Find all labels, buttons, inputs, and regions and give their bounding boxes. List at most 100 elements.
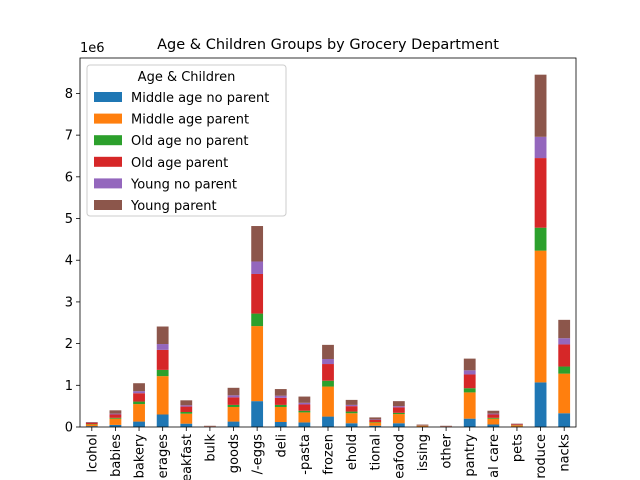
bar-segment-dairy-eggs-1 (251, 326, 264, 402)
x-tick-label: reakfast (180, 434, 195, 480)
bar-segment-canned goods-3 (227, 397, 240, 405)
x-tick-label: other (440, 433, 455, 468)
x-tick-label: babies (109, 434, 124, 477)
bar-segment-personal care-2 (487, 417, 500, 419)
bar-segment-canned goods-4 (227, 395, 240, 398)
bar-segment-household-4 (345, 404, 358, 407)
bar-segment-babies-3 (109, 414, 122, 418)
bar-segment-dry-pasta-2 (298, 410, 311, 413)
bar-segment-international-1 (369, 422, 382, 426)
legend-swatch-2 (94, 135, 122, 146)
bar-segment-seafood-1 (392, 414, 405, 424)
bar-segment-dairy-eggs-2 (251, 313, 264, 327)
bar-segment-produce-2 (534, 227, 547, 251)
y-tick-label: 3 (65, 295, 73, 310)
x-tick-label: erages (156, 434, 171, 479)
x-tick-label: ehold (345, 434, 360, 470)
bar-segment-alcohol-0 (85, 426, 98, 427)
bar-segment-frozen-2 (322, 380, 334, 387)
plot-frame (79, 57, 577, 428)
legend-label-2: Old age no parent (131, 134, 249, 149)
bar-segment-household-3 (345, 406, 358, 412)
x-tick-label: eafood (392, 434, 407, 479)
bar-segment-bakery-4 (133, 391, 145, 394)
bar-segment-breakfast-2 (180, 411, 193, 414)
legend-label-5: Young parent (130, 199, 217, 214)
plot-area: 0 1 2 3 4 5 6 7 8 lcohol babies bakery erages reakfa… (65, 57, 577, 480)
bar-segment-snacks-1 (558, 373, 571, 414)
bar-segment-deli-0 (274, 421, 287, 427)
bar-segment-bakery-0 (133, 421, 145, 427)
bar-segment-canned goods-1 (227, 406, 240, 422)
bar-segment-deli-1 (274, 406, 287, 422)
bar-segment-babies-1 (109, 418, 122, 425)
bar-segment-beverages-5 (156, 326, 169, 345)
bars-group (85, 74, 571, 427)
bar-segment-canned goods-5 (227, 387, 240, 396)
x-tick-label: bulk (203, 434, 218, 462)
bar-segment-alcohol-1 (85, 424, 98, 427)
bar-segment-frozen-0 (322, 416, 334, 427)
bar-segment-beverages-1 (156, 376, 169, 415)
bar-segment-seafood-4 (392, 406, 405, 408)
bar-segment-pets-5 (511, 423, 523, 425)
bar-segment-pantry-3 (463, 374, 476, 389)
bar-segment-frozen-1 (322, 386, 334, 417)
bar-segment-dairy-eggs-4 (251, 261, 264, 274)
legend-label-3: Old age parent (131, 156, 228, 171)
legend-swatch-4 (94, 178, 122, 189)
bar-segment-bakery-1 (133, 404, 145, 422)
bar-segment-produce-4 (534, 136, 547, 159)
bar-segment-deli-2 (274, 404, 287, 407)
bar-segment-pantry-4 (463, 370, 476, 375)
bar-segment-deli-3 (274, 397, 287, 405)
bar-segment-babies-4 (109, 413, 122, 415)
legend-swatch-0 (94, 92, 122, 102)
bar-segment-canned goods-0 (227, 421, 240, 427)
bar-segment-snacks-2 (558, 366, 571, 374)
y-tick-label: 4 (65, 254, 73, 269)
bar-segment-snacks-4 (558, 338, 571, 345)
bar-segment-pets-3 (511, 424, 523, 426)
x-tick-label: roduce (534, 434, 549, 479)
bar-segment-alcohol-3 (85, 422, 98, 425)
x-tick-label: pets (510, 434, 525, 462)
x-axis: lcohol babies bakery erages reakfast bulk good… (85, 427, 573, 480)
bar-segment-produce-3 (534, 158, 547, 228)
bar-segment-breakfast-4 (180, 405, 193, 407)
bar-segment-snacks-5 (558, 319, 571, 339)
legend-label-4: Young no parent (130, 177, 237, 192)
legend-label-0: Middle age no parent (131, 91, 269, 106)
x-tick-label: deli (274, 434, 289, 457)
bar-segment-breakfast-0 (180, 423, 193, 427)
y-tick-label: 8 (65, 87, 73, 102)
bar-segment-dairy-eggs-3 (251, 273, 264, 314)
bar-segment-bakery-5 (133, 383, 145, 392)
bar-segment-beverages-3 (156, 349, 169, 370)
bar-segment-frozen-4 (322, 359, 334, 365)
bar-segment-beverages-2 (156, 369, 169, 377)
bar-segment-frozen-5 (322, 344, 334, 360)
legend-swatch-5 (94, 200, 122, 210)
x-tick-label: nacks (558, 434, 573, 472)
y-tick-label: 2 (65, 337, 73, 352)
legend-items: Middle age no parent Middle age parent Old… (94, 91, 269, 214)
bar-segment-international-5 (369, 417, 382, 420)
bar-segment-dry-pasta-1 (298, 412, 311, 423)
bar-segment-deli-5 (274, 389, 287, 396)
y-tick-label: 5 (65, 212, 73, 227)
bar-segment-beverages-0 (156, 414, 169, 427)
bar-segment-bakery-3 (133, 393, 145, 402)
bar-segment-produce-1 (534, 250, 547, 383)
bar-segment-personal care-3 (487, 414, 500, 418)
bar-segment-seafood-0 (392, 423, 405, 427)
x-tick-label: lcohol (85, 434, 100, 473)
x-tick-label: pantry (463, 434, 478, 477)
bar-segment-produce-5 (534, 74, 547, 137)
bar-segment-missing-1 (416, 425, 429, 427)
bar-segment-alcohol-5 (85, 421, 98, 423)
bar-segment-pantry-5 (463, 358, 476, 371)
legend-swatch-1 (94, 113, 122, 124)
bar-segment-personal care-0 (487, 424, 500, 427)
x-tick-label: issing (416, 434, 431, 471)
